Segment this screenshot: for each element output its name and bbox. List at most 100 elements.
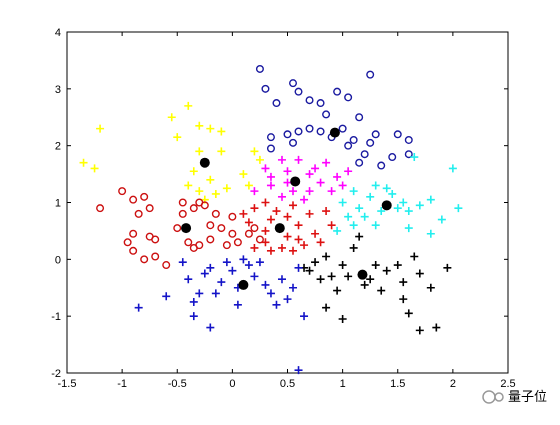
point <box>200 201 209 210</box>
point <box>333 286 342 295</box>
point <box>206 175 215 184</box>
point <box>129 229 138 238</box>
x-tick-label: 0 <box>229 378 235 390</box>
point <box>261 164 270 173</box>
point <box>311 258 320 267</box>
point <box>355 232 364 241</box>
point <box>206 124 215 133</box>
point <box>371 181 380 190</box>
point <box>266 172 275 181</box>
point <box>426 195 435 204</box>
point <box>184 275 193 284</box>
point <box>410 252 419 261</box>
point <box>338 181 347 190</box>
point <box>294 87 303 96</box>
point <box>266 289 275 298</box>
point <box>233 238 242 247</box>
point <box>261 198 270 207</box>
point <box>349 243 358 252</box>
point <box>349 221 358 230</box>
point <box>239 255 248 264</box>
point <box>277 243 286 252</box>
point <box>250 224 259 233</box>
watermark: 量子位 <box>508 389 547 404</box>
centroid <box>329 127 340 138</box>
point <box>316 178 325 187</box>
point <box>377 161 386 170</box>
point <box>327 187 336 196</box>
point <box>344 167 353 176</box>
point <box>272 300 281 309</box>
point <box>322 252 331 261</box>
point <box>344 212 353 221</box>
point <box>184 101 193 110</box>
y-tick-label: 4 <box>55 27 61 39</box>
point <box>344 272 353 281</box>
point <box>371 130 380 139</box>
point <box>294 235 303 244</box>
point <box>333 87 342 96</box>
centroid <box>274 223 285 234</box>
point <box>244 181 253 190</box>
point <box>266 215 275 224</box>
point <box>90 164 99 173</box>
point <box>415 201 424 210</box>
point <box>118 187 127 196</box>
point <box>206 235 215 244</box>
point <box>173 224 182 233</box>
point <box>404 309 413 318</box>
point <box>399 278 408 287</box>
point <box>195 187 204 196</box>
point <box>322 207 331 216</box>
point <box>189 312 198 321</box>
point <box>404 224 413 233</box>
point <box>311 229 320 238</box>
y-tick-label: 1 <box>55 198 61 210</box>
point <box>388 153 397 162</box>
point <box>432 323 441 332</box>
point <box>283 295 292 304</box>
point <box>316 127 325 136</box>
point <box>437 215 446 224</box>
point <box>448 164 457 173</box>
point <box>338 315 347 324</box>
point <box>294 221 303 230</box>
point <box>217 147 226 156</box>
point <box>360 150 369 159</box>
point <box>382 184 391 193</box>
y-tick-label: -1 <box>51 311 61 323</box>
point <box>250 243 259 252</box>
point <box>393 130 402 139</box>
x-tick-label: 0.5 <box>280 378 295 390</box>
x-tick-label: 1.5 <box>390 378 405 390</box>
point <box>305 209 314 218</box>
point <box>178 198 187 207</box>
point <box>426 283 435 292</box>
point <box>228 229 237 238</box>
point <box>134 303 143 312</box>
point <box>145 232 154 241</box>
centroid <box>181 223 192 234</box>
point <box>355 158 364 167</box>
y-tick-label: 3 <box>55 84 61 96</box>
point <box>283 232 292 241</box>
x-tick-label: -1 <box>117 378 127 390</box>
point <box>266 181 275 190</box>
point <box>426 229 435 238</box>
point <box>316 275 325 284</box>
point <box>382 266 391 275</box>
point <box>255 64 264 73</box>
point <box>399 198 408 207</box>
x-tick-label: -0.5 <box>168 378 187 390</box>
point <box>189 167 198 176</box>
point <box>255 258 264 267</box>
point <box>140 255 149 264</box>
centroid <box>357 269 368 280</box>
point <box>222 258 231 267</box>
point <box>305 96 314 105</box>
point <box>349 135 358 144</box>
point <box>217 127 226 136</box>
point <box>250 204 259 213</box>
point <box>366 138 375 147</box>
